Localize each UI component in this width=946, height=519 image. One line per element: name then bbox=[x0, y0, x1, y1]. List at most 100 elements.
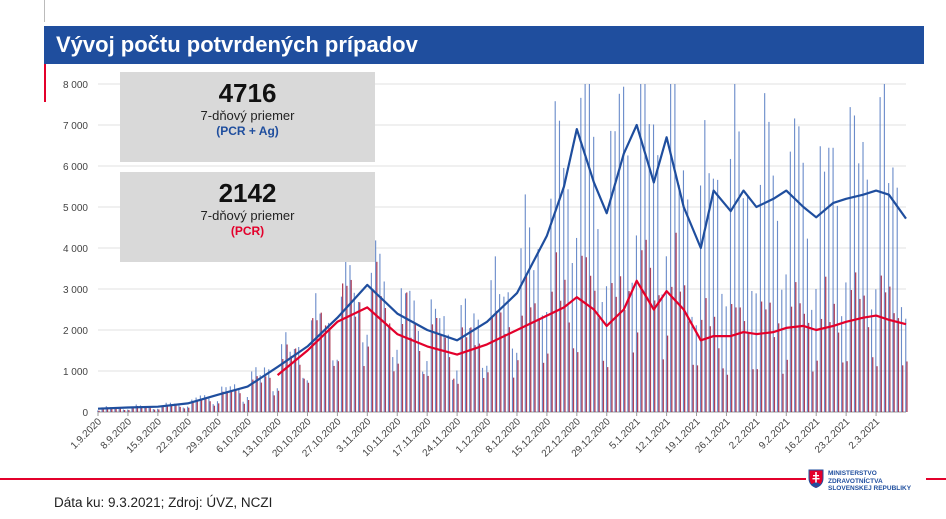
y-tick-label: 0 bbox=[82, 408, 88, 419]
bar-pcr-ag bbox=[204, 395, 206, 412]
bar-pcr-ag bbox=[174, 403, 176, 412]
bar-pcr-ag bbox=[409, 290, 411, 412]
bar-pcr-ag bbox=[789, 151, 791, 412]
bar-pcr bbox=[162, 406, 164, 412]
stat-box-pcr: 2142 7-dňový priemer (PCR) bbox=[120, 172, 375, 262]
bar-pcr-ag bbox=[122, 409, 124, 412]
bar-pcr-ag bbox=[520, 248, 522, 412]
bar-pcr-ag bbox=[678, 185, 680, 412]
bar-pcr-ag bbox=[486, 365, 488, 412]
bar-pcr-ag bbox=[747, 196, 749, 412]
bar-pcr-ag bbox=[110, 407, 112, 412]
bar-pcr bbox=[423, 374, 425, 412]
bar-pcr-ag bbox=[238, 388, 240, 412]
bar-pcr-ag bbox=[823, 171, 826, 412]
bar-pcr-ag bbox=[229, 386, 231, 412]
bar-pcr bbox=[457, 383, 459, 412]
bar-pcr-ag bbox=[665, 256, 667, 412]
bar-pcr-ag bbox=[781, 289, 783, 412]
bar-pcr-ag bbox=[661, 294, 663, 412]
bar-pcr-ag bbox=[328, 322, 330, 412]
bar-pcr bbox=[303, 378, 305, 412]
bar-pcr bbox=[179, 406, 181, 412]
bottom-rule bbox=[0, 478, 946, 480]
bar-pcr bbox=[765, 309, 767, 412]
bar-pcr-ag bbox=[674, 84, 676, 412]
bar-pcr-ag bbox=[293, 349, 295, 412]
bar-pcr-ag bbox=[567, 189, 569, 412]
bar-pcr-ag bbox=[601, 302, 603, 412]
bar-pcr-ag bbox=[336, 359, 338, 412]
bar-pcr bbox=[636, 332, 639, 412]
bar-pcr bbox=[128, 410, 130, 412]
y-axis-ticks: 0 1 000 2 000 3 000 4 000 5 000 6 000 7 000 8 00… bbox=[63, 80, 88, 419]
slovak-crest-icon bbox=[808, 469, 824, 488]
bar-pcr bbox=[273, 395, 275, 412]
bar-pcr-ag bbox=[516, 352, 518, 412]
bar-pcr bbox=[521, 315, 523, 412]
bar-pcr bbox=[731, 304, 733, 412]
bar-pcr bbox=[444, 337, 446, 412]
bar-pcr bbox=[218, 403, 220, 412]
bar-pcr-ag bbox=[759, 184, 761, 412]
bar-pcr-ag bbox=[883, 84, 885, 412]
bar-pcr-ag bbox=[392, 357, 394, 412]
bar-pcr bbox=[410, 337, 412, 412]
bar-pcr-ag bbox=[648, 124, 650, 413]
bar-pcr bbox=[307, 382, 310, 412]
bar-pcr bbox=[547, 353, 549, 412]
bar-pcr bbox=[192, 402, 194, 412]
bar-pcr-ag bbox=[802, 162, 804, 412]
bar-pcr bbox=[581, 255, 583, 412]
bar-pcr-ag bbox=[576, 237, 578, 412]
cases-chart: 0 1 000 2 000 3 000 4 000 5 000 6 000 7 000 8 00… bbox=[63, 80, 908, 460]
bar-pcr bbox=[876, 366, 878, 412]
bar-pcr bbox=[611, 283, 613, 412]
bar-pcr-ag bbox=[537, 249, 539, 412]
bar-pcr bbox=[542, 362, 545, 412]
bar-pcr-ag bbox=[101, 407, 103, 412]
y-tick-label: 7 000 bbox=[63, 121, 88, 132]
bar-pcr bbox=[222, 391, 224, 412]
bar-pcr-ag bbox=[588, 84, 590, 412]
stat-label-pcr-ag: 7-dňový priemer bbox=[200, 108, 295, 123]
bar-pcr bbox=[461, 327, 463, 412]
bar-pcr bbox=[889, 286, 891, 412]
bar-pcr bbox=[769, 302, 771, 412]
bar-pcr bbox=[196, 400, 198, 412]
bar-pcr-ag bbox=[503, 296, 505, 412]
bar-pcr-ag bbox=[234, 384, 236, 412]
bar-pcr bbox=[153, 409, 156, 412]
x-tick-label: 2.2.2021 bbox=[727, 416, 763, 452]
bar-pcr-ag bbox=[370, 272, 372, 412]
bar-pcr bbox=[235, 389, 237, 412]
bar-pcr-ag bbox=[687, 199, 689, 412]
bar-pcr-ag bbox=[276, 388, 278, 412]
bar-pcr bbox=[478, 343, 481, 412]
bar-pcr bbox=[277, 390, 280, 412]
bar-pcr bbox=[517, 360, 519, 412]
bar-pcr bbox=[269, 377, 271, 412]
bar-pcr bbox=[696, 365, 699, 412]
bar-pcr bbox=[115, 408, 117, 412]
bar-pcr bbox=[658, 295, 660, 412]
bar-pcr-ag bbox=[443, 316, 445, 412]
bar-pcr-ag bbox=[422, 371, 424, 412]
bar-pcr-ag bbox=[755, 293, 757, 412]
bar-pcr bbox=[850, 290, 853, 412]
bar-pcr bbox=[500, 312, 502, 412]
bar-pcr bbox=[230, 391, 233, 412]
bar-pcr bbox=[406, 292, 408, 412]
bar-pcr-ag bbox=[499, 294, 501, 412]
bar-pcr bbox=[504, 333, 506, 412]
bar-pcr bbox=[371, 289, 374, 412]
bar-pcr bbox=[448, 357, 451, 412]
x-tick-label: 2.3.2021 bbox=[847, 416, 883, 452]
bar-pcr-ag bbox=[828, 147, 830, 412]
bar-pcr bbox=[175, 405, 177, 412]
bar-pcr bbox=[773, 337, 776, 412]
bar-pcr-ag bbox=[699, 185, 702, 412]
bar-pcr bbox=[136, 405, 139, 412]
bar-pcr bbox=[342, 283, 344, 412]
bar-pcr-ag bbox=[114, 408, 116, 412]
